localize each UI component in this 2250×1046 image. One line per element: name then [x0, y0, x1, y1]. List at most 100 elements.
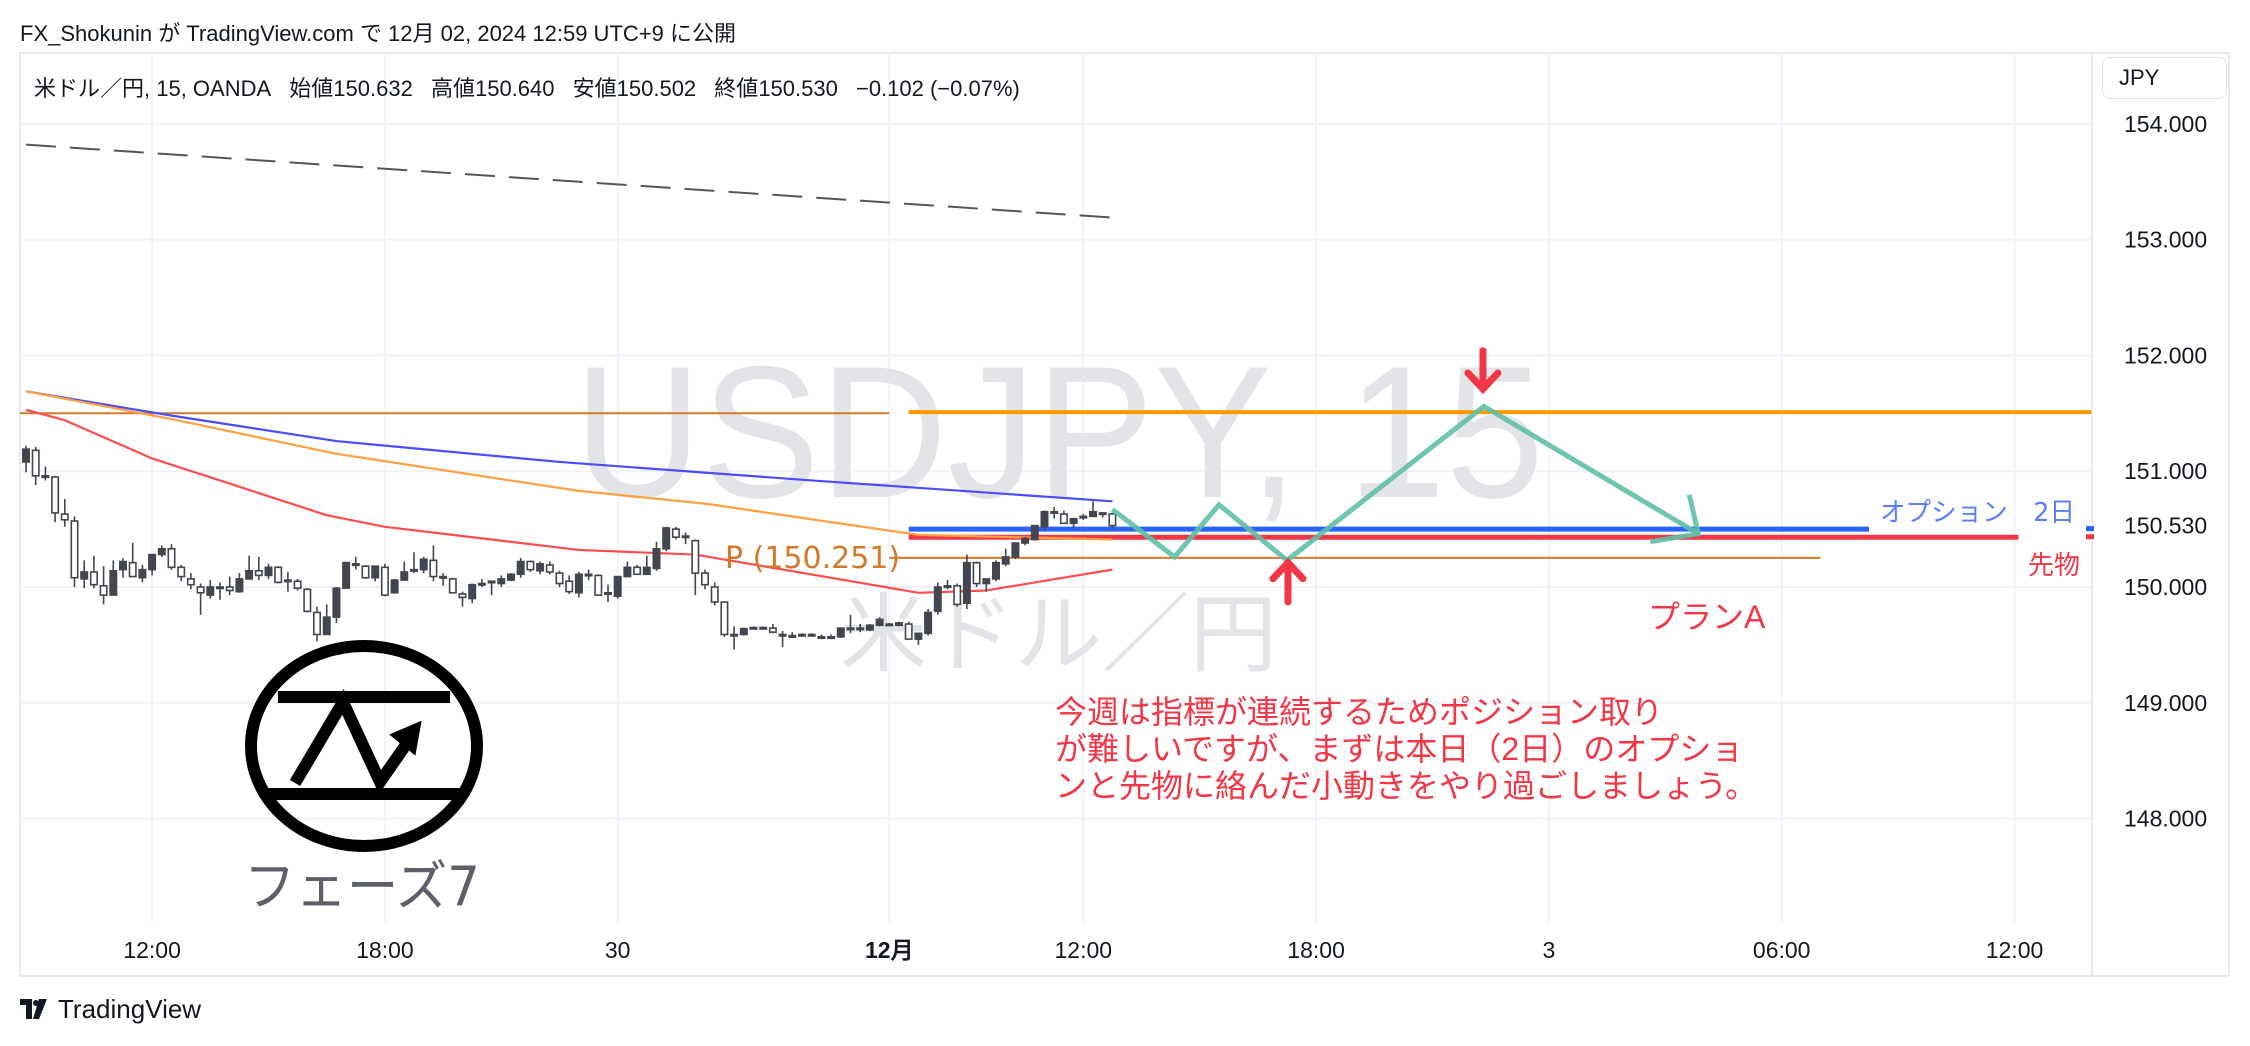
candle	[720, 601, 729, 637]
candle-body-up	[982, 578, 991, 585]
candle	[506, 573, 515, 582]
candle	[439, 573, 448, 586]
legend-high: 150.640	[474, 76, 555, 101]
candle-body-down	[827, 635, 836, 640]
candle	[235, 573, 244, 593]
footer: TradingView	[20, 994, 201, 1024]
legend-close-label: 終値	[714, 76, 759, 101]
candle	[128, 542, 137, 578]
candle	[186, 573, 195, 590]
note-line: 今週は指標が連続するためポジション取り	[1055, 694, 1664, 730]
candle	[1059, 510, 1068, 525]
candle-body-down	[380, 566, 389, 596]
candle-body-up	[1069, 517, 1078, 525]
candle-body-up	[371, 565, 380, 579]
candle	[700, 569, 709, 590]
candle-body-up	[574, 573, 583, 594]
candle-body-down	[633, 566, 642, 576]
candle-body-down	[943, 585, 952, 589]
candle	[1050, 507, 1059, 519]
legend-symbol[interactable]: 米ドル／円, 15, OANDA	[34, 76, 272, 101]
candle-body-up	[933, 586, 942, 613]
candle-body-up	[1021, 537, 1030, 544]
candle-body-down	[594, 574, 603, 596]
arrow-up-icon	[1269, 557, 1307, 606]
drawings	[20, 143, 2092, 559]
candle-body-up	[390, 579, 399, 594]
candle-body-down	[448, 578, 457, 594]
candle-body-up	[865, 624, 874, 631]
candle	[584, 569, 593, 581]
publish-info: FX_Shokunin が TradingView.com で 12月 02, …	[20, 21, 736, 46]
candle-body-down	[671, 528, 680, 539]
candle-body-up	[914, 632, 923, 640]
logo-zigzag-icon	[289, 689, 410, 795]
currency-button[interactable]: JPY	[2102, 57, 2227, 99]
candle-body-down	[409, 568, 418, 572]
candle	[177, 564, 186, 582]
price-tick-label: 154.000	[2124, 111, 2207, 137]
note-line: ンと先物に絡んだ小動きをやり過ごしましょう。	[1055, 768, 1758, 804]
candle-body-down	[196, 586, 205, 594]
candle	[797, 633, 806, 637]
price-tick-label: 152.000	[2124, 342, 2207, 368]
candle-body-down	[904, 623, 913, 640]
price-tick-label: 151.000	[2124, 458, 2207, 484]
candle-body-down	[759, 626, 768, 630]
candle	[148, 553, 157, 576]
candle	[555, 570, 564, 587]
candle	[574, 571, 583, 598]
candle	[642, 555, 651, 576]
legend-high-label: 高値	[430, 76, 475, 101]
futures-price-marker	[2086, 534, 2094, 540]
candle-body-down	[1050, 510, 1059, 515]
tradingview-logo-icon[interactable]	[20, 999, 50, 1019]
candle-body-down	[1059, 513, 1068, 525]
candle-body-down	[710, 586, 719, 603]
logo	[245, 640, 483, 852]
candle	[817, 634, 826, 640]
moving-averages	[25, 390, 1113, 594]
candle-body-up	[662, 527, 671, 550]
logo-text: フェーズ7	[244, 855, 480, 918]
candle-body-down	[788, 634, 797, 638]
candle-body-up	[138, 568, 147, 579]
moving-average-line	[25, 390, 1113, 541]
tradingview-brand[interactable]: TradingView	[58, 993, 202, 1024]
dashed-trend-line	[25, 143, 1113, 219]
price-axis[interactable]: 154.000 153.000 152.000 151.000 150.000 149.0…	[2086, 53, 2207, 976]
candle	[138, 564, 147, 583]
candle	[264, 563, 273, 579]
moving-average-line	[25, 408, 1113, 594]
scenario-drawings	[1110, 347, 1702, 606]
candle-body-down	[885, 623, 894, 627]
candle-body-up	[1040, 510, 1049, 528]
grid	[20, 53, 2092, 922]
candle	[80, 560, 89, 589]
candle-body-down	[603, 591, 612, 596]
watermark-symbol: USDJPY, 15	[574, 327, 1544, 537]
candle-body-down	[477, 582, 486, 586]
candle-body-down	[526, 560, 535, 571]
candle-body-down	[1108, 513, 1117, 527]
candle-body-up	[497, 578, 506, 585]
candle	[778, 631, 787, 648]
candle-body-down	[545, 564, 554, 573]
candle-body-up	[157, 547, 166, 556]
candle-body-down	[293, 580, 302, 589]
arrow-head	[1269, 557, 1307, 583]
time-tick-label: 12月	[865, 937, 914, 963]
candle	[933, 582, 942, 615]
candle	[283, 571, 292, 592]
candle	[99, 566, 108, 605]
candle-body-down	[555, 572, 564, 585]
note-text: 今週は指標が連続するためポジション取り が難しいですが、まずは本日（2日）のオプ…	[1055, 694, 1757, 805]
candle	[904, 621, 913, 640]
time-axis[interactable]: 12:00 18:00 30 12月 12:00 18:00 3 06:00 12:00	[123, 937, 2043, 963]
candle-body-up	[962, 561, 971, 605]
candle-body-up	[21, 448, 30, 463]
scenario-arrowhead-icon	[1649, 494, 1702, 545]
candle-body-up	[148, 553, 157, 571]
candle-body-down	[1079, 515, 1088, 519]
